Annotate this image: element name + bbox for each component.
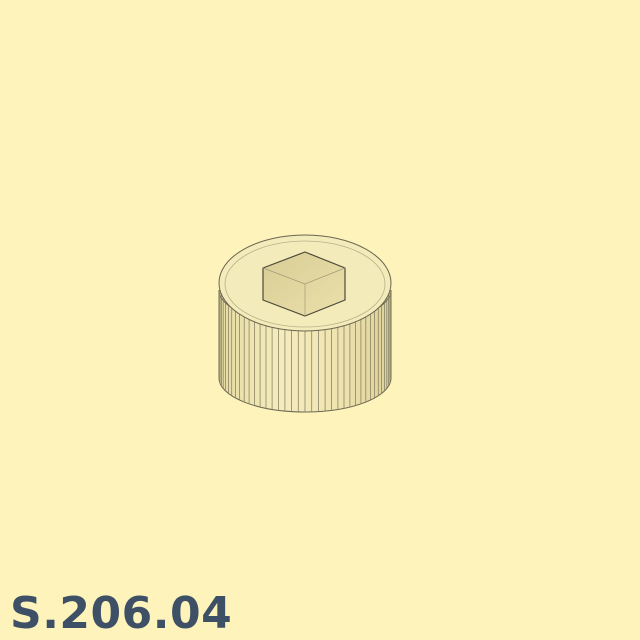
- part-code-label: S.206.04: [10, 588, 233, 639]
- nut-top-chamfer: [224, 240, 386, 328]
